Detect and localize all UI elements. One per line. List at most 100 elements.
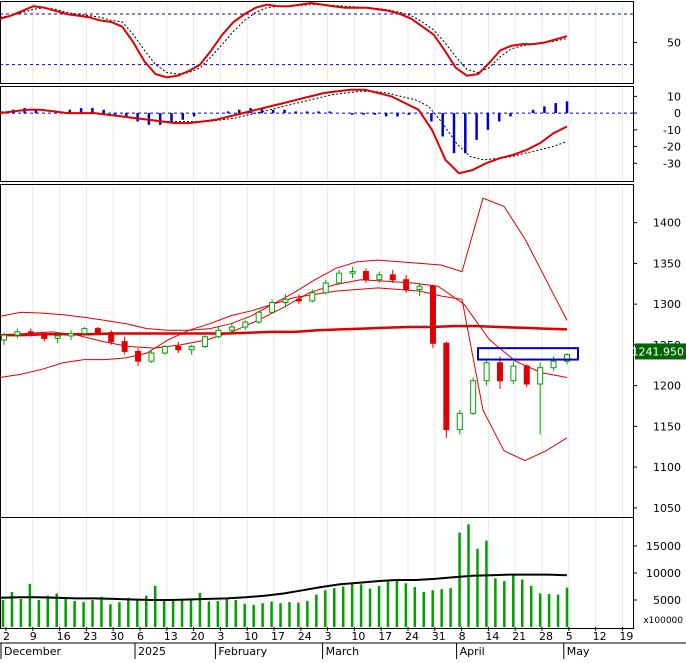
candle-body xyxy=(538,368,543,384)
x-tick-label: 19 xyxy=(619,630,633,643)
x-tick-label: 13 xyxy=(164,630,178,643)
grid-lines xyxy=(6,3,622,627)
candle-body xyxy=(350,272,355,274)
candle-body xyxy=(162,347,167,354)
macd-y-tick-label: 10 xyxy=(667,90,681,103)
month-label: February xyxy=(218,645,267,658)
candle-body xyxy=(149,353,154,361)
candle-body xyxy=(229,327,234,330)
candle-body xyxy=(497,363,502,381)
price-frame xyxy=(1,185,634,518)
month-label: March xyxy=(326,645,360,658)
candle-body xyxy=(216,330,221,337)
price-y-tick-label: 1050 xyxy=(653,502,681,515)
last-price-label: 1241.950 xyxy=(632,345,685,358)
volume-y-tick-label: 5000 xyxy=(653,594,681,607)
price-y-tick-label: 1300 xyxy=(653,298,681,311)
x-tick-label: 17 xyxy=(378,630,392,643)
candle-body xyxy=(243,322,248,327)
candle-body xyxy=(109,333,114,342)
candle-body xyxy=(511,366,516,381)
macd-line xyxy=(0,90,567,174)
candle-body xyxy=(337,273,342,283)
candle-body xyxy=(363,272,368,280)
macd-y-tick-label: -30 xyxy=(663,157,681,170)
volume-panel xyxy=(0,524,567,627)
candle-body xyxy=(377,275,382,280)
x-tick-label: 17 xyxy=(271,630,285,643)
consolidation-box xyxy=(478,348,578,359)
candle-body xyxy=(270,303,275,313)
x-tick-label: 2 xyxy=(3,630,10,643)
x-tick-label: 5 xyxy=(566,630,573,643)
candle-body xyxy=(42,335,47,338)
bollinger-upper xyxy=(0,198,567,330)
candle-body xyxy=(310,293,315,301)
x-tick-label: 10 xyxy=(351,630,365,643)
month-label: 2025 xyxy=(138,645,166,658)
x-tick-label: 3 xyxy=(325,630,332,643)
x-tick-label: 10 xyxy=(244,630,258,643)
candle-body xyxy=(69,333,74,335)
x-tick-label: 3 xyxy=(217,630,224,643)
x-tick-label: 24 xyxy=(405,630,419,643)
candle-body xyxy=(457,413,462,429)
macd-panel xyxy=(0,90,633,174)
candle-body xyxy=(189,347,194,350)
candle-body xyxy=(28,332,33,335)
candle-body xyxy=(2,335,7,340)
candle-body xyxy=(484,363,489,381)
x-tick-label: 28 xyxy=(539,630,553,643)
volume-moving-average xyxy=(0,575,567,600)
macd-y-tick-label: 0 xyxy=(674,107,681,120)
x-tick-label: 24 xyxy=(298,630,312,643)
macd-y-tick-label: -20 xyxy=(663,141,681,154)
candle-body xyxy=(430,286,435,343)
candle-body xyxy=(95,329,100,333)
candle-body xyxy=(551,361,556,368)
candle-body xyxy=(203,337,208,347)
volume-y-tick-label: 10000 xyxy=(646,567,681,580)
x-tick-label: 20 xyxy=(191,630,205,643)
candle-body xyxy=(417,286,422,289)
candle-body xyxy=(176,347,181,350)
volume-y-tick-label: 15000 xyxy=(646,540,681,553)
price-y-tick-label: 1400 xyxy=(653,217,681,230)
candle-body xyxy=(55,336,60,338)
candle-body xyxy=(15,332,20,335)
x-tick-label: 12 xyxy=(593,630,607,643)
bollinger-lower xyxy=(0,288,567,461)
volume-unit-label: x100000 xyxy=(643,616,683,626)
macd-frame xyxy=(1,87,634,182)
candle-body xyxy=(404,280,409,290)
candle-body xyxy=(82,329,87,334)
candle-body xyxy=(323,283,328,293)
candle-body xyxy=(444,343,449,429)
x-tick-label: 21 xyxy=(512,630,526,643)
x-tick-label: 14 xyxy=(485,630,499,643)
x-tick-label: 31 xyxy=(432,630,446,643)
x-tick-label: 8 xyxy=(459,630,466,643)
candle-body xyxy=(283,299,288,302)
month-label: December xyxy=(4,645,62,658)
last-price-badge: 1241.950 xyxy=(632,343,686,359)
candle-body xyxy=(524,366,529,384)
price-y-tick-label: 1200 xyxy=(653,380,681,393)
candle-body xyxy=(390,275,395,280)
price-y-tick-label: 1350 xyxy=(653,257,681,270)
price-y-tick-label: 1150 xyxy=(653,420,681,433)
candle-body xyxy=(471,381,476,414)
candle-body xyxy=(296,299,301,301)
candle-body xyxy=(256,312,261,322)
month-label: May xyxy=(567,645,590,658)
x-tick-label: 6 xyxy=(137,630,144,643)
x-tick-label: 30 xyxy=(110,630,124,643)
candle-body xyxy=(122,342,127,352)
month-label: April xyxy=(460,645,485,658)
candle-body xyxy=(136,351,141,361)
oscillator-panel xyxy=(0,3,633,77)
x-tick-label: 16 xyxy=(57,630,71,643)
